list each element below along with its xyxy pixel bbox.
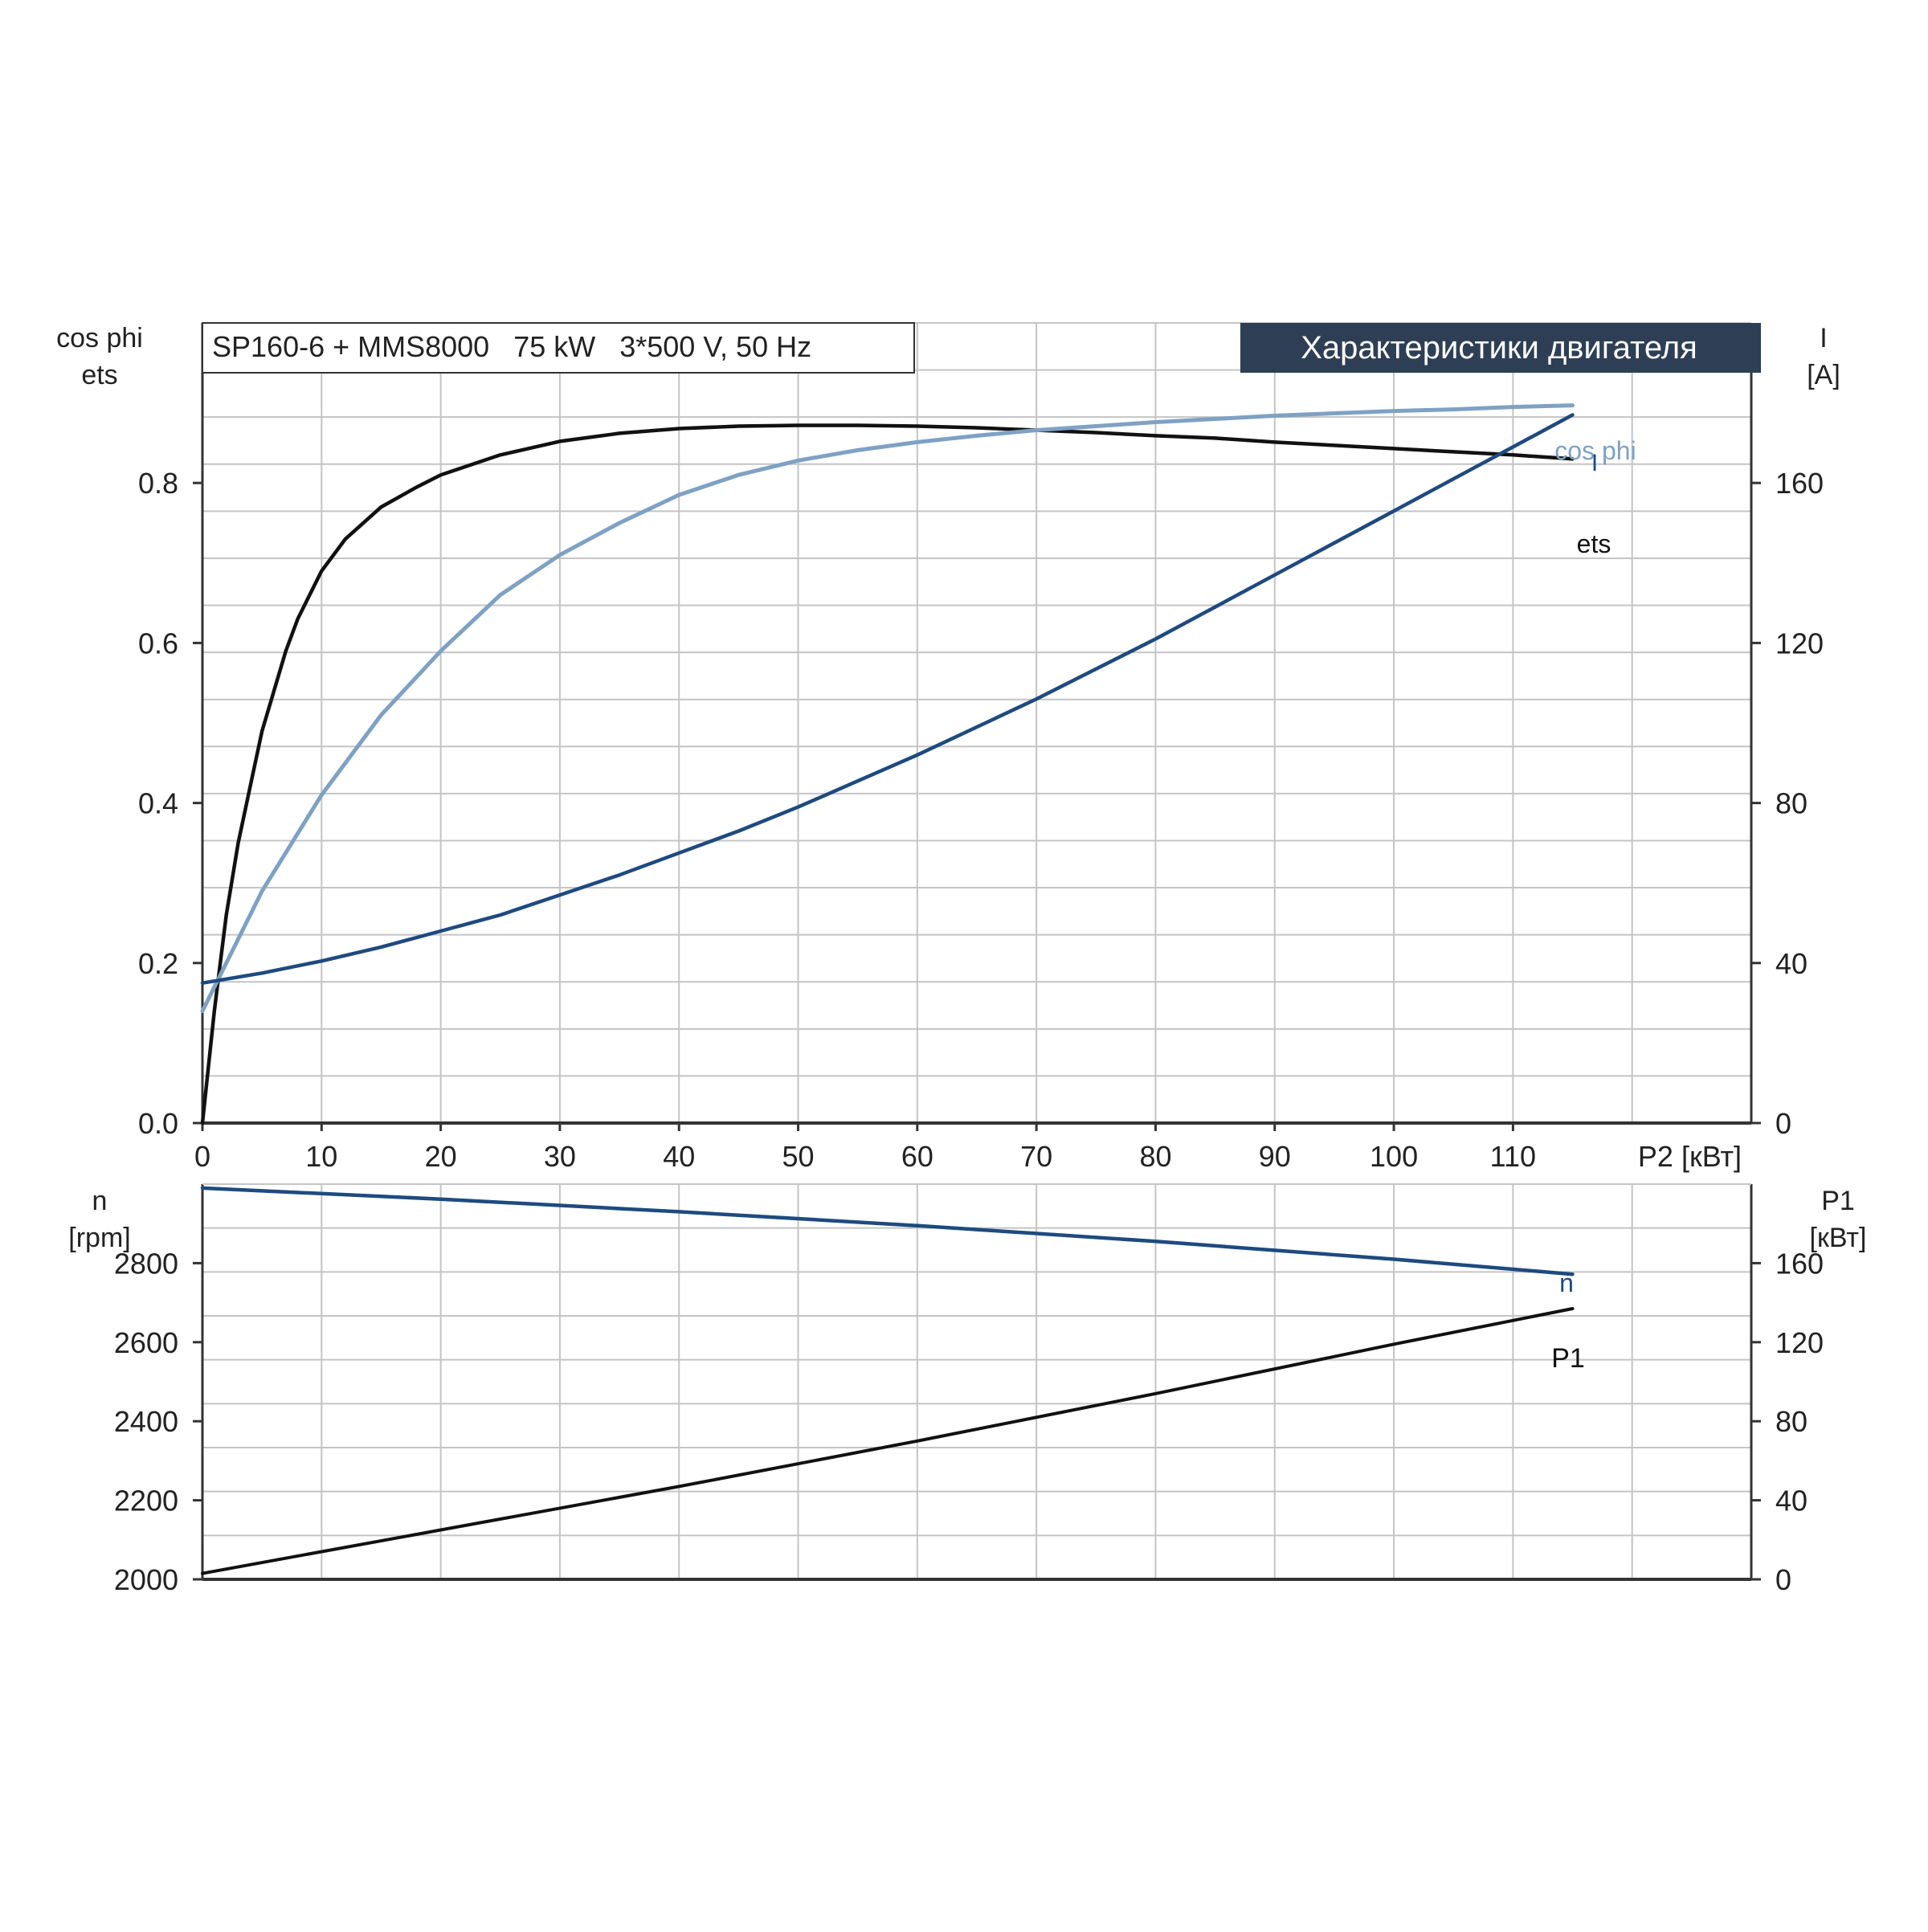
right-tick-label: 80	[1775, 1405, 1808, 1438]
x-tick-label: 70	[1020, 1140, 1052, 1173]
x-tick-label: 50	[782, 1140, 815, 1173]
chart-title: Характеристики двигателя	[1301, 330, 1697, 366]
x-tick-label: 30	[544, 1140, 576, 1173]
chart-title-box	[1240, 323, 1761, 373]
right-axis-label-p1: P1	[1821, 1186, 1855, 1216]
left-tick-label: 0.2	[138, 947, 178, 980]
tick-labels: 0 10 20 30 40 50 60 70 80 90 100 110 0.0 0.2 0.4 0.6 0.8…	[114, 467, 1824, 1596]
left-tick-label: 0.4	[138, 787, 178, 820]
right-axis-label-i: I	[1820, 323, 1827, 353]
chart-frames	[201, 322, 1753, 1581]
series-label-cosphi: cos phi	[1554, 436, 1636, 465]
x-tick-label: 60	[901, 1140, 933, 1173]
right-tick-label: 40	[1775, 1485, 1808, 1517]
right-tick-label: 160	[1775, 1247, 1824, 1280]
left-axis-label-ets: ets	[81, 360, 117, 390]
x-tick-label: 40	[663, 1140, 695, 1173]
x-tick-label: 90	[1259, 1140, 1291, 1173]
x-tick-label: 110	[1490, 1140, 1536, 1173]
series-label-i: I	[1591, 450, 1598, 476]
right-tick-label: 40	[1775, 947, 1808, 980]
x-tick-label: 20	[425, 1140, 457, 1173]
series-line-ets	[200, 423, 1575, 1125]
left-tick-label: 2000	[114, 1563, 178, 1596]
left-tick-label: 0.8	[138, 467, 178, 500]
right-tick-label: 0	[1775, 1563, 1791, 1596]
x-tick-label: 10	[305, 1140, 337, 1173]
right-tick-label: 160	[1775, 467, 1824, 500]
model-label: SP160-6 + MMS8000 75 kW 3*500 V, 50 Hz	[212, 330, 811, 363]
bottom-chart-grid	[202, 1184, 1751, 1579]
series-label-n: n	[1559, 1268, 1574, 1297]
x-tick-label: 80	[1139, 1140, 1171, 1173]
top-chart-grid	[202, 323, 1751, 1123]
left-axis-label-rpm: [rpm]	[68, 1223, 130, 1253]
x-tick-label: 100	[1370, 1140, 1418, 1173]
series-label-ets: ets	[1577, 529, 1611, 558]
series-line-n	[200, 1186, 1575, 1276]
left-tick-label: 2800	[114, 1247, 178, 1280]
right-tick-label: 120	[1775, 1326, 1824, 1359]
series-line-i	[200, 413, 1575, 985]
right-tick-label: 0	[1775, 1107, 1791, 1140]
x-axis-unit-label: P2 [кВт]	[1638, 1140, 1742, 1173]
left-tick-label: 2400	[114, 1405, 178, 1438]
left-axis-label-n: n	[92, 1186, 108, 1216]
left-tick-label: 2600	[114, 1326, 178, 1359]
series-line-cos-phi	[200, 403, 1575, 1014]
right-tick-label: 120	[1775, 627, 1824, 660]
right-axis-label-kw: [кВт]	[1810, 1223, 1867, 1253]
right-axis-label-a: [A]	[1807, 360, 1840, 390]
right-tick-label: 80	[1775, 787, 1808, 820]
model-label-box	[202, 322, 915, 374]
x-tick-label: 0	[194, 1140, 210, 1173]
series-lines	[200, 403, 1575, 1575]
series-line-p1	[201, 1307, 1575, 1575]
left-axis-label-cosphi: cos phi	[56, 323, 143, 353]
left-tick-label: 2200	[114, 1485, 178, 1517]
left-tick-label: 0.6	[138, 627, 178, 660]
series-label-p1: P1	[1551, 1343, 1585, 1374]
left-tick-label: 0.0	[138, 1107, 178, 1140]
